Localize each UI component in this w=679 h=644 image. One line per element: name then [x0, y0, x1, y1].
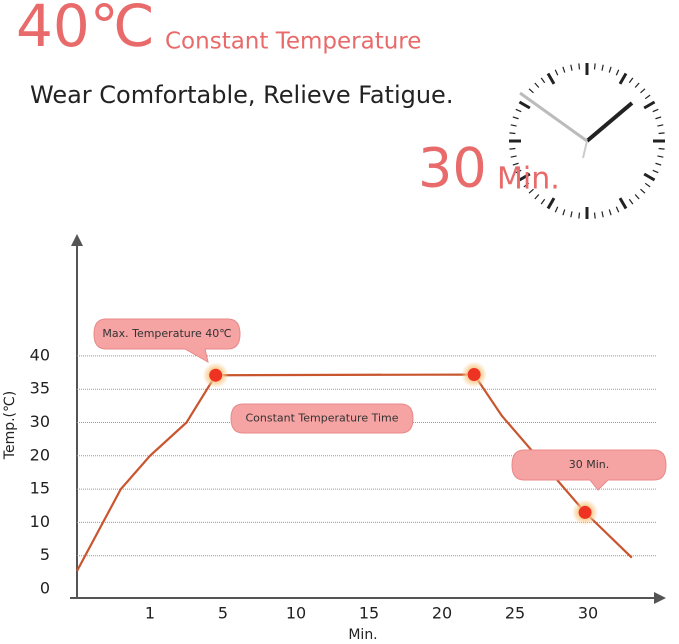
- clock-tick: [634, 82, 640, 88]
- clock-tick: [518, 100, 531, 110]
- x-tick-label: 20: [432, 604, 452, 623]
- clock-tick: [593, 63, 596, 70]
- clock-tick: [628, 198, 634, 205]
- clock-tick: [546, 197, 556, 210]
- clock-tick: [578, 212, 581, 219]
- clock-tick: [534, 82, 540, 88]
- clock-tick: [658, 132, 665, 135]
- clock-tick: [658, 147, 665, 150]
- clock-tick: [570, 64, 573, 71]
- x-tick-label: 10: [286, 604, 306, 623]
- clock-tick: [644, 182, 651, 188]
- callout: [93, 318, 241, 363]
- callout: [511, 449, 667, 491]
- clock-tick: [608, 66, 612, 73]
- clock-tick: [554, 206, 559, 213]
- clock-tick: [540, 77, 546, 84]
- clock-tick: [562, 66, 566, 73]
- clock-tick: [618, 72, 628, 85]
- clock-tick: [509, 147, 516, 150]
- title: Constant Temperature: [165, 29, 421, 55]
- clock-tick: [608, 209, 612, 216]
- clock-tick: [657, 124, 664, 127]
- clock-tick: [655, 162, 662, 166]
- clock-tick: [601, 211, 604, 218]
- callout-text: Constant Temperature Time: [245, 412, 398, 425]
- x-tick-label: 15: [359, 604, 379, 623]
- clock-tick: [643, 100, 656, 110]
- clock-tick: [640, 188, 646, 194]
- clock-tick: [562, 209, 566, 216]
- clock-tick: [554, 69, 559, 76]
- clock-tick: [534, 194, 540, 200]
- clock-tick: [578, 63, 581, 70]
- clock-tick: [509, 132, 516, 135]
- y-tick-label: 0: [40, 579, 50, 598]
- x-tick-label: 5: [218, 604, 228, 623]
- y-tick-label: 5: [40, 545, 50, 564]
- y-tick-label: 10: [30, 512, 50, 531]
- clock-tick: [570, 211, 573, 218]
- clock-tick: [652, 169, 659, 174]
- clock-tick: [593, 212, 596, 219]
- point: [209, 368, 223, 382]
- clock-hand: [582, 140, 588, 159]
- clock-hand: [585, 101, 634, 143]
- clock-tick: [546, 72, 556, 85]
- clock-tick: [657, 155, 664, 158]
- clock-tick: [628, 77, 634, 84]
- x-tick-label: 1: [145, 604, 155, 623]
- clock-hand: [519, 91, 588, 143]
- x-label: Min.: [348, 627, 377, 643]
- callout-text: Max. Temperature 40℃: [102, 327, 231, 340]
- clock-tick: [512, 116, 519, 120]
- clock-tick: [615, 69, 620, 76]
- duration: 30: [418, 137, 487, 200]
- clock-tick: [515, 169, 522, 174]
- clock: [509, 63, 665, 219]
- clock-tick: [510, 124, 517, 127]
- duration-unit: Min.: [497, 162, 560, 197]
- clock-tick: [655, 116, 662, 120]
- y-tick-label: 15: [30, 479, 50, 498]
- y-label: Temp.(℃): [2, 391, 18, 460]
- y-tick-label: 20: [30, 445, 50, 464]
- point: [467, 368, 481, 382]
- y-tick-label: 35: [30, 379, 50, 398]
- tagline: Wear Comfortable, Relieve Fatigue.: [30, 81, 453, 109]
- point: [578, 505, 592, 519]
- clock-tick: [528, 88, 534, 94]
- y-tick-label: 40: [30, 345, 50, 364]
- clock-tick: [643, 172, 656, 182]
- clock-tick: [640, 88, 646, 94]
- clock-tick: [644, 94, 651, 100]
- clock-tick: [601, 64, 604, 71]
- clock-tick: [652, 108, 659, 113]
- x-tick-label: 30: [578, 604, 598, 623]
- clock-tick: [528, 188, 534, 194]
- temperature: 40℃: [16, 0, 155, 60]
- clock-tick: [615, 206, 620, 213]
- x-tick-label: 25: [505, 604, 525, 623]
- clock-tick: [510, 155, 517, 158]
- clock-tick: [515, 108, 522, 113]
- callout-text: 30 Min.: [569, 458, 610, 471]
- clock-tick: [512, 162, 519, 166]
- clock-tick: [518, 172, 531, 182]
- callout: [230, 403, 414, 434]
- clock-tick: [618, 197, 628, 210]
- y-tick-label: 30: [30, 412, 50, 431]
- clock-tick: [540, 198, 546, 205]
- clock-tick: [523, 182, 530, 188]
- clock-tick: [634, 194, 640, 200]
